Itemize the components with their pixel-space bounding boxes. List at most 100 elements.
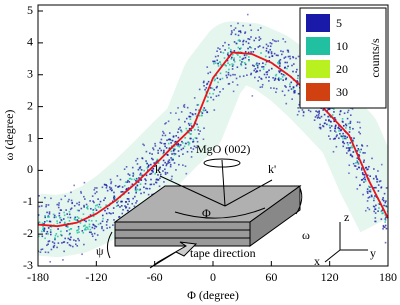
density-dot xyxy=(374,212,377,214)
density-dot xyxy=(289,83,291,85)
density-dot xyxy=(59,216,62,219)
density-dot xyxy=(171,175,173,178)
density-dot xyxy=(275,87,278,90)
density-dot xyxy=(192,148,195,150)
density-dot xyxy=(342,145,345,148)
density-dot xyxy=(339,132,341,135)
density-dot xyxy=(143,144,145,147)
density-dot xyxy=(139,166,142,168)
density-dot xyxy=(361,144,363,146)
density-dot xyxy=(227,73,230,76)
density-dot xyxy=(144,178,146,180)
density-dot xyxy=(258,39,261,41)
density-dot xyxy=(203,85,205,87)
density-dot xyxy=(56,246,58,249)
density-dot xyxy=(293,90,295,93)
density-dot xyxy=(48,212,51,215)
density-dot xyxy=(224,41,226,44)
density-dot xyxy=(329,130,332,132)
density-dot xyxy=(53,244,56,247)
density-dot xyxy=(152,147,154,149)
density-dot xyxy=(294,91,296,94)
density-dot xyxy=(374,208,377,210)
density-dot xyxy=(340,135,342,137)
density-dot xyxy=(287,65,289,68)
density-dot xyxy=(362,161,365,163)
density-dot xyxy=(351,155,353,157)
density-dot xyxy=(161,134,164,137)
density-dot xyxy=(66,224,69,227)
density-dot xyxy=(207,80,210,83)
density-dot xyxy=(110,212,112,215)
density-dot xyxy=(241,58,244,61)
density-dot xyxy=(247,51,250,54)
annotation: y xyxy=(370,246,376,260)
density-dot xyxy=(46,230,49,233)
density-dot xyxy=(201,112,204,114)
density-dot xyxy=(238,39,241,41)
density-dot xyxy=(298,103,301,106)
density-dot xyxy=(292,87,295,90)
density-dot xyxy=(285,78,287,81)
density-dot xyxy=(173,153,176,156)
y-tick-label: 0 xyxy=(27,162,33,176)
density-dot xyxy=(270,87,272,89)
plot-frame xyxy=(37,4,389,267)
density-dot xyxy=(92,209,94,212)
density-dot xyxy=(136,200,138,202)
density-dot xyxy=(180,111,183,113)
density-dot xyxy=(171,159,173,161)
density-dot xyxy=(105,212,108,215)
density-dot xyxy=(242,39,245,42)
density-dot xyxy=(192,141,194,143)
density-dot xyxy=(344,123,347,126)
density-dot xyxy=(188,115,190,118)
density-dot xyxy=(76,245,79,247)
density-dot xyxy=(361,145,364,147)
density-dot xyxy=(283,94,286,97)
density-dot xyxy=(168,132,171,134)
density-dot xyxy=(284,85,286,87)
density-dot xyxy=(110,182,112,185)
density-dot xyxy=(346,152,348,154)
density-dot xyxy=(95,209,98,212)
density-dot xyxy=(227,52,229,54)
density-dot xyxy=(44,237,46,240)
density-dot xyxy=(71,201,74,204)
density-dot xyxy=(214,62,217,64)
density-dot xyxy=(219,72,222,75)
density-dot xyxy=(292,86,295,88)
density-dot xyxy=(198,133,200,135)
density-dot xyxy=(231,53,234,56)
density-dot xyxy=(270,51,273,53)
legend-label: 20 xyxy=(336,62,348,76)
density-dot xyxy=(364,178,366,181)
density-dot xyxy=(164,145,166,148)
density-dot xyxy=(134,195,136,198)
density-dot xyxy=(54,237,56,240)
density-dot xyxy=(74,216,77,219)
density-dot xyxy=(210,96,212,99)
density-dot xyxy=(165,147,168,149)
density-dot xyxy=(158,168,161,170)
density-dot xyxy=(247,42,250,45)
density-dot xyxy=(235,77,238,80)
density-dot xyxy=(131,202,134,205)
density-dot xyxy=(239,48,241,50)
density-dot xyxy=(102,217,104,220)
density-dot xyxy=(183,106,186,109)
density-dot xyxy=(258,62,261,65)
density-dot xyxy=(179,144,182,146)
legend-swatch xyxy=(306,37,330,55)
density-dot xyxy=(345,137,347,140)
density-dot xyxy=(382,197,384,199)
density-dot xyxy=(348,131,351,133)
density-dot xyxy=(250,29,253,32)
density-dot xyxy=(255,71,257,73)
legend-swatch xyxy=(306,14,330,32)
density-dot xyxy=(48,211,51,213)
density-dot xyxy=(269,48,272,51)
density-dot xyxy=(68,219,71,222)
density-dot xyxy=(296,80,298,82)
density-dot xyxy=(101,220,104,223)
